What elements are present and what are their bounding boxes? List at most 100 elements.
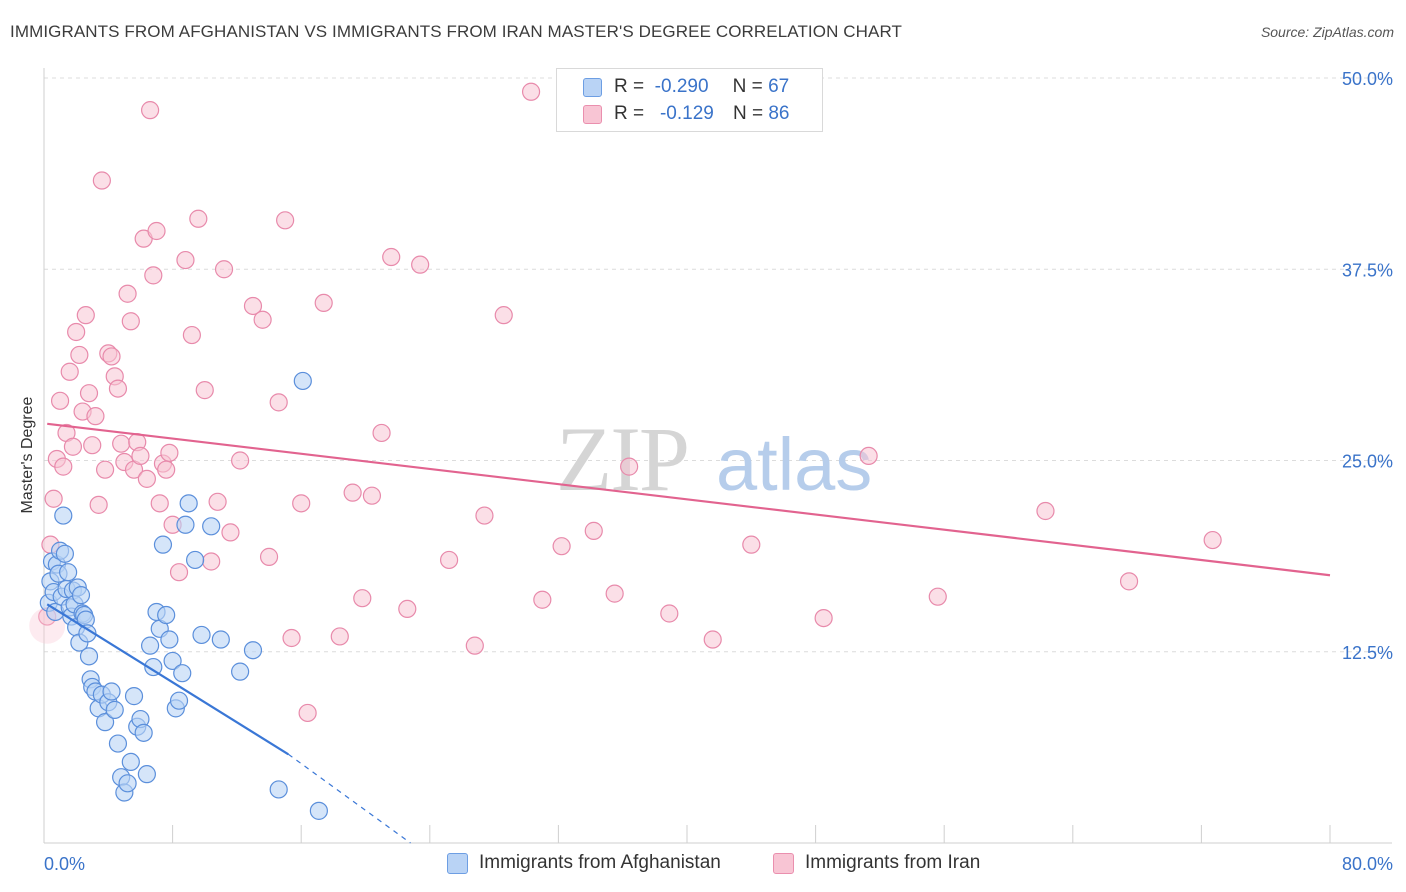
y-tick-label: 50.0% — [1342, 69, 1393, 89]
point-afghanistan — [243, 641, 263, 660]
point-iran — [439, 550, 459, 570]
point-afghanistan — [169, 691, 189, 710]
point-afghanistan — [293, 371, 312, 391]
legend-r-label: R = — [614, 103, 645, 124]
point-afghanistan — [211, 630, 230, 649]
point-afghanistan — [102, 682, 121, 701]
legend-row-iran: R = -0.129 N = 86 — [583, 102, 789, 126]
point-afghanistan — [153, 535, 173, 554]
point-iran — [137, 469, 156, 488]
point-iran — [108, 379, 128, 398]
point-iran — [160, 443, 179, 462]
point-iran — [131, 446, 150, 466]
point-iran — [253, 310, 272, 329]
point-afghanistan — [105, 700, 124, 719]
point-afghanistan — [140, 636, 160, 655]
point-iran — [814, 608, 833, 628]
point-afghanistan — [55, 544, 74, 563]
point-afghanistan — [54, 506, 73, 525]
point-iran — [121, 312, 140, 331]
point-afghanistan — [121, 752, 140, 772]
point-afghanistan — [186, 550, 205, 570]
point-iran — [60, 362, 79, 381]
x-tick-label-min: 0.0% — [44, 854, 85, 874]
point-iran — [150, 494, 169, 513]
point-afghanistan — [192, 625, 211, 645]
point-iran — [70, 345, 89, 365]
x-tick-label-max: 80.0% — [1342, 854, 1393, 874]
point-iran — [118, 284, 137, 303]
bottom-legend-swatch-iran — [773, 852, 794, 874]
legend-r-value: -0.290 — [654, 76, 709, 97]
point-iran — [144, 266, 163, 285]
point-afghanistan — [269, 780, 288, 799]
point-iran — [282, 628, 301, 648]
watermark-zip: ZIP — [556, 408, 688, 510]
point-iran — [243, 296, 263, 316]
point-iran — [362, 486, 382, 505]
legend-swatch-iran — [583, 104, 602, 124]
point-iran — [584, 521, 603, 540]
point-iran — [859, 446, 878, 466]
source-label: Source: ZipAtlas.com — [1260, 24, 1394, 40]
y-tick-label: 37.5% — [1342, 260, 1393, 280]
point-iran — [63, 437, 83, 456]
point-iran — [147, 221, 166, 241]
bottom-legend-label-afghanistan: Immigrants from Afghanistan — [479, 852, 721, 873]
point-iran — [208, 492, 227, 511]
point-iran — [176, 250, 195, 270]
point-iran — [92, 171, 111, 190]
point-afghanistan — [95, 713, 115, 732]
point-iran — [157, 460, 176, 479]
point-iran — [195, 381, 214, 400]
legend-n-label: N = — [732, 76, 763, 97]
bottom-legend-iran: Immigrants from Iran — [773, 852, 980, 874]
point-iran — [620, 457, 639, 476]
point-afghanistan — [157, 605, 176, 625]
point-afghanistan — [160, 630, 179, 649]
legend-swatch-afghanistan — [583, 77, 602, 97]
point-iran — [660, 604, 679, 623]
trend-lines — [46, 422, 1331, 844]
point-iran — [50, 391, 70, 410]
point-iran — [86, 407, 105, 426]
bottom-legend-label-iran: Immigrants from Iran — [805, 852, 981, 873]
trend-line-iran — [47, 422, 1331, 577]
gridlines — [44, 77, 1392, 653]
point-iran — [475, 506, 494, 525]
legend-row-afghanistan: R = -0.290 N = 67 — [583, 75, 789, 99]
point-iran — [214, 260, 234, 279]
point-iran — [140, 101, 160, 120]
point-iran — [343, 483, 362, 502]
points-afghanistan — [39, 371, 328, 820]
points-iran — [29, 82, 1222, 723]
point-iran — [605, 584, 624, 603]
tick-labels: 12.5% 25.0% 37.5% 50.0% 0.0% 80.0% — [44, 69, 1393, 874]
legend-n-value: 67 — [768, 76, 790, 97]
point-iran — [189, 209, 208, 228]
point-iran — [112, 434, 131, 453]
watermark: ZIP atlas — [556, 408, 872, 510]
point-iran — [533, 590, 552, 609]
point-iran — [231, 451, 250, 470]
point-afghanistan — [79, 647, 99, 666]
legend-r-label: R = — [614, 76, 645, 97]
point-iran — [169, 563, 189, 582]
point-iran — [67, 322, 86, 342]
point-iran — [372, 423, 391, 443]
point-iran — [89, 495, 108, 514]
point-afghanistan — [124, 687, 144, 706]
point-afghanistan — [309, 801, 328, 820]
legend-n-label: N = — [732, 103, 764, 124]
point-afghanistan — [173, 664, 192, 683]
point-iran — [269, 393, 288, 412]
point-afghanistan — [118, 774, 137, 793]
point-iran — [928, 587, 947, 606]
point-iran — [494, 306, 513, 325]
watermark-atlas: atlas — [716, 423, 872, 506]
point-iran — [298, 703, 317, 723]
point-afghanistan — [163, 651, 182, 671]
y-tick-label: 25.0% — [1342, 452, 1393, 472]
point-iran — [742, 535, 761, 554]
point-afghanistan — [137, 765, 156, 784]
